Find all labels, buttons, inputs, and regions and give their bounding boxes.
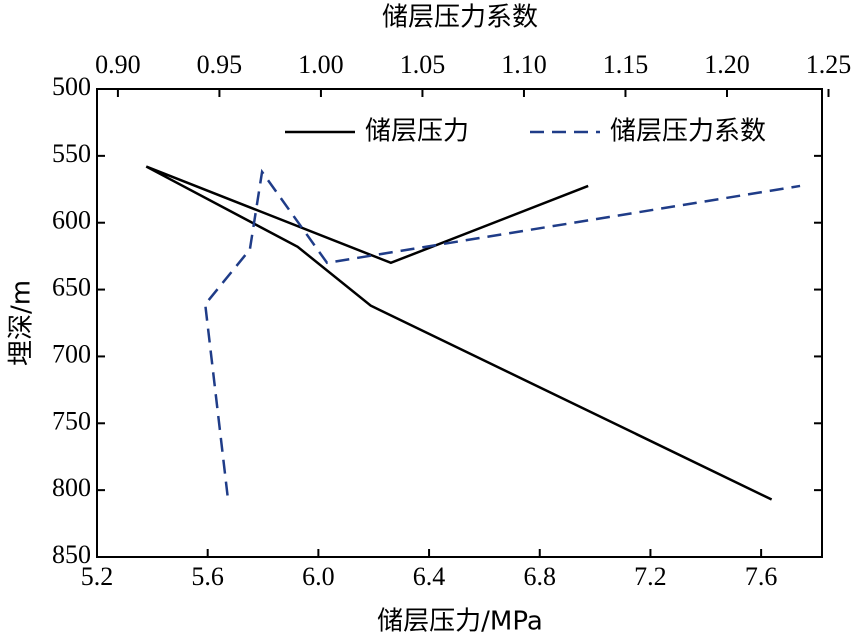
x2-tick-label: 1.10 (501, 50, 547, 79)
x2-tick-label: 1.00 (298, 50, 344, 79)
x2-tick-label: 1.15 (603, 50, 649, 79)
y-tick-label: 650 (52, 273, 91, 302)
y-tick-label: 500 (52, 72, 91, 101)
y-tick-label: 750 (52, 406, 91, 435)
x2-tick-label: 0.95 (197, 50, 243, 79)
x-tick-label: 5.6 (191, 562, 224, 591)
series-line (145, 165, 773, 501)
series-line (203, 168, 801, 496)
x-tick-label: 7.2 (634, 562, 667, 591)
x-tick-label: 6.4 (413, 562, 446, 591)
y-tick-label: 550 (52, 139, 91, 168)
bottom-axis-title: 储层压力/MPa (377, 607, 543, 637)
x2-tick-label: 0.90 (95, 50, 141, 79)
x2-tick-label: 1.05 (400, 50, 446, 79)
x-tick-label: 6.0 (302, 562, 335, 591)
y-tick-label: 600 (52, 206, 91, 235)
y-tick-label: 850 (52, 540, 91, 569)
x2-tick-label: 1.20 (704, 50, 750, 79)
x2-tick-label: 1.25 (806, 50, 852, 79)
x-tick-label: 5.2 (81, 562, 114, 591)
y-tick-label: 800 (52, 473, 91, 502)
plot-frame (96, 88, 823, 558)
legend-label: 储层压力 (365, 117, 469, 147)
x-tick-label: 6.8 (523, 562, 556, 591)
legend-label: 储层压力系数 (610, 117, 766, 147)
top-axis-title: 储层压力系数 (382, 3, 538, 33)
x-tick-label: 7.6 (745, 562, 778, 591)
y-tick-label: 700 (52, 339, 91, 368)
y-axis-title: 埋深/m (7, 280, 37, 366)
